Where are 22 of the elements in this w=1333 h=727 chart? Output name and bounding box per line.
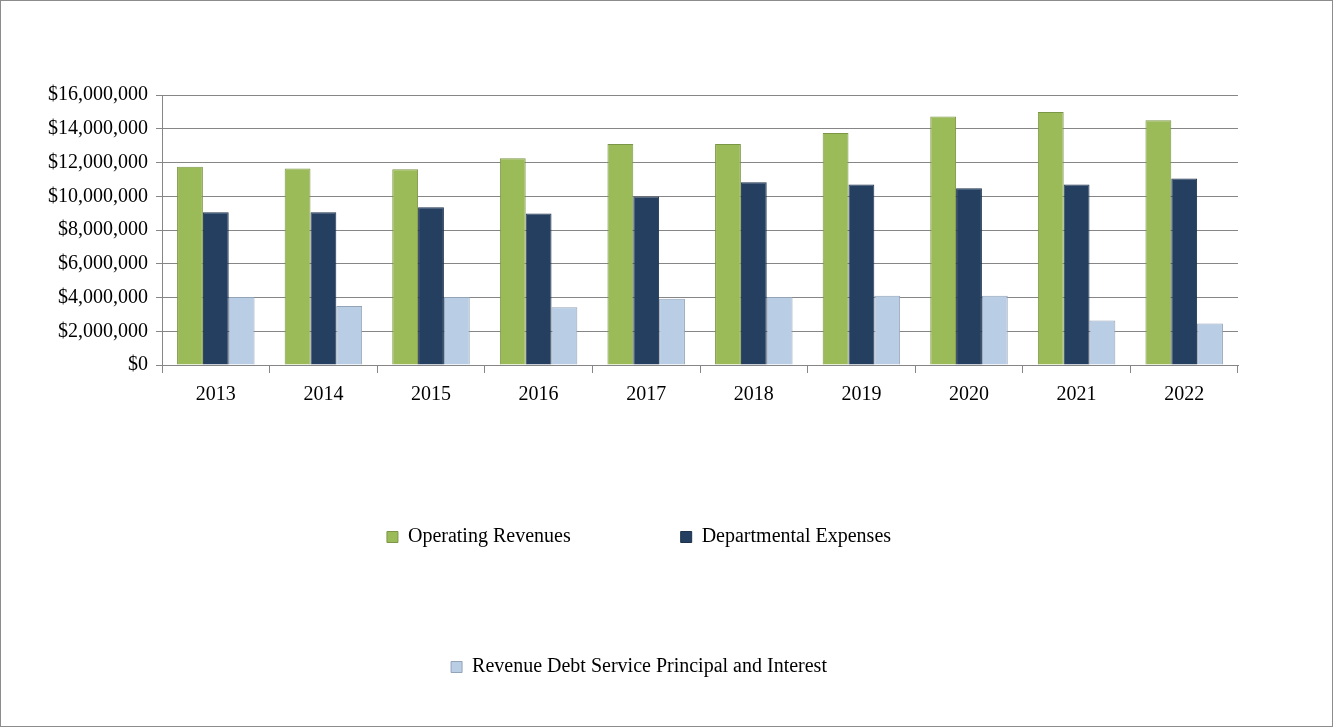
- y-tick-label: $16,000,000: [48, 82, 148, 105]
- y-tick-label: $12,000,000: [48, 149, 148, 172]
- y-tick-label: $14,000,000: [48, 116, 148, 138]
- legend-label: Operating Revenues: [407, 524, 571, 548]
- x-tick-label: 2018: [733, 382, 774, 405]
- x-tick-label: 2014: [303, 382, 344, 405]
- x-tick-label: 2022: [1164, 382, 1205, 405]
- y-tick-label: $8,000,000: [58, 217, 148, 240]
- y-tick-label: $10,000,000: [48, 183, 148, 206]
- x-tick-label: 2020: [949, 382, 989, 405]
- legend-label: Departmental Expenses: [701, 524, 892, 548]
- x-tick-label: 2021: [1056, 382, 1097, 405]
- y-tick-label: $4,000,000: [58, 284, 148, 307]
- x-tick-label: 2015: [411, 382, 451, 405]
- x-tick-label: 2013: [195, 382, 236, 405]
- y-tick-label: $6,000,000: [58, 251, 148, 273]
- y-tick-label: $2,000,000: [58, 318, 148, 341]
- x-tick-label: 2019: [841, 382, 882, 405]
- legend-label: Revenue Debt Service Principal and Interest: [472, 654, 828, 678]
- x-tick-label: 2016: [518, 382, 559, 405]
- y-tick-label: $0: [128, 352, 148, 375]
- x-tick-label: 2017: [626, 382, 667, 405]
